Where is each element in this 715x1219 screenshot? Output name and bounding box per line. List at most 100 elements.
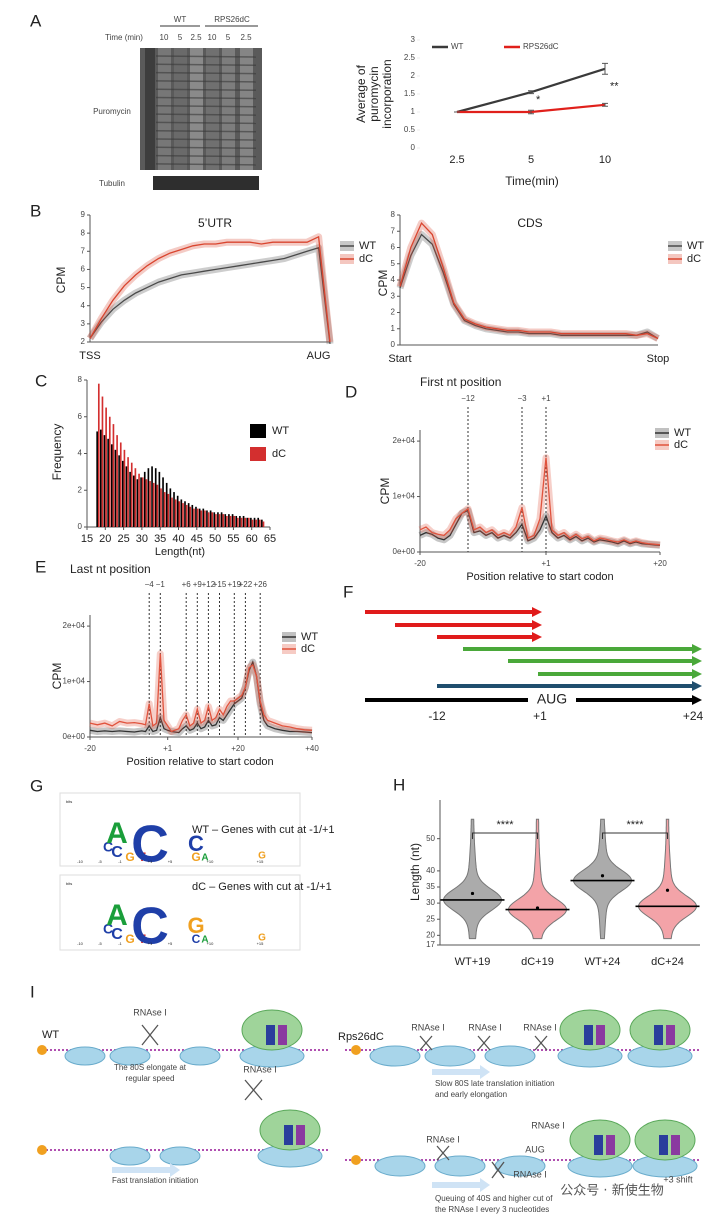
violin [572, 818, 633, 940]
bar [246, 517, 249, 527]
bar [233, 515, 236, 527]
x-tick-label: 20 [99, 533, 111, 545]
logo-frame [59, 874, 301, 951]
bar [114, 449, 117, 527]
y-tick-label: 50 [426, 834, 435, 843]
small-subunits [64, 1044, 698, 1178]
bar [222, 514, 225, 527]
bar [248, 517, 250, 527]
logo-tick: +1 [148, 941, 153, 946]
reference-label: +19 [228, 580, 242, 589]
panel-label: H [393, 775, 405, 794]
y-tick-label: 0 [411, 143, 416, 152]
bar [151, 466, 153, 527]
x-tick-label: 5 [528, 154, 534, 166]
enzyme-label: RNAse I [411, 1022, 445, 1032]
y-tick-label: 2 [411, 71, 416, 80]
logo-tick: -1 [118, 941, 122, 946]
legend-label: dC [674, 439, 688, 451]
bar [196, 508, 199, 527]
x-tick-label: +1 [163, 744, 173, 753]
reference-label: −12 [461, 394, 475, 403]
shift-label: +3 shift [663, 1174, 693, 1184]
mean-dot [600, 874, 605, 878]
x-tick-label: Stop [647, 353, 670, 365]
bar [231, 514, 234, 527]
blot-band [155, 55, 257, 58]
logo-letter: C [103, 839, 113, 855]
y-tick-label: 0 [78, 522, 83, 531]
y-tick-label: 2e+04 [63, 621, 86, 630]
y-tick-label: 1e+04 [63, 677, 86, 686]
bar [240, 517, 243, 527]
reference-label: −3 [517, 394, 527, 403]
x-tick-label: 45 [191, 533, 203, 545]
arrow-head [692, 656, 702, 666]
y-tick-label: 6 [81, 265, 86, 274]
y-axis-label: Average of [354, 64, 368, 122]
y-tick-label: 3 [81, 319, 86, 328]
bar [262, 521, 265, 527]
significance-bracket [602, 832, 668, 839]
x-tick-label: WT+24 [585, 956, 621, 968]
bar [108, 416, 111, 527]
lane [206, 48, 219, 170]
bar [116, 435, 118, 527]
x-tick-label: 2.5 [449, 154, 464, 166]
bar [215, 514, 217, 527]
bar [145, 479, 148, 527]
y-tick-label: 0e+00 [63, 732, 86, 741]
x-tick-label: TSS [79, 350, 100, 362]
reference-label: −4 [145, 580, 155, 589]
blot-band [155, 121, 257, 125]
x-tick-label: +20 [653, 559, 667, 568]
y-tick-label: 2e+04 [393, 436, 416, 445]
hint-arrows [112, 1065, 490, 1192]
logo-frame [59, 792, 301, 867]
bar [110, 444, 113, 527]
lane [240, 48, 253, 170]
logo-letter: T [138, 932, 146, 946]
bar [211, 512, 214, 527]
bar [229, 515, 232, 527]
y-tick-label: 4 [391, 275, 396, 284]
label-box [528, 691, 576, 709]
error-bar [602, 102, 608, 107]
logo-tick: +10 [207, 859, 215, 864]
legend-swatch [250, 424, 266, 438]
cap [37, 1145, 47, 1155]
y-tick-label: 2 [391, 308, 396, 317]
y-axis-label: CPM [378, 478, 392, 505]
bar [101, 396, 104, 527]
bar [152, 482, 155, 527]
chart-title: CDS [517, 216, 542, 230]
arrow-head [692, 681, 702, 691]
bar [255, 519, 258, 527]
bar [182, 503, 184, 527]
band-label: Tubulin [99, 179, 125, 188]
logo-caption: dC – Genes with cut at -1/+1 [192, 881, 332, 893]
logo-tick: +1 [148, 859, 153, 864]
significance-bracket [472, 832, 538, 839]
panel-label: E [35, 557, 46, 576]
error-bar [528, 90, 534, 95]
legend-label: WT [687, 240, 704, 252]
bar [178, 501, 181, 527]
enzyme-label: RNAse I [133, 1007, 167, 1017]
group-label: RPS26dC [214, 15, 250, 24]
bar [242, 515, 245, 527]
bar [138, 473, 140, 527]
logo-tick: -5 [98, 941, 102, 946]
position-label: AUG [537, 691, 567, 707]
bar [130, 462, 133, 527]
time-label: Time (min) [105, 33, 143, 42]
bar [259, 519, 261, 527]
bar [226, 515, 228, 527]
bar [209, 510, 212, 527]
x-tick-label: 25 [117, 533, 129, 545]
bar [154, 468, 157, 527]
bar [173, 492, 175, 527]
arrow-head [532, 632, 542, 642]
bar [118, 455, 120, 527]
enzyme-label: RNAse I [513, 1169, 547, 1179]
